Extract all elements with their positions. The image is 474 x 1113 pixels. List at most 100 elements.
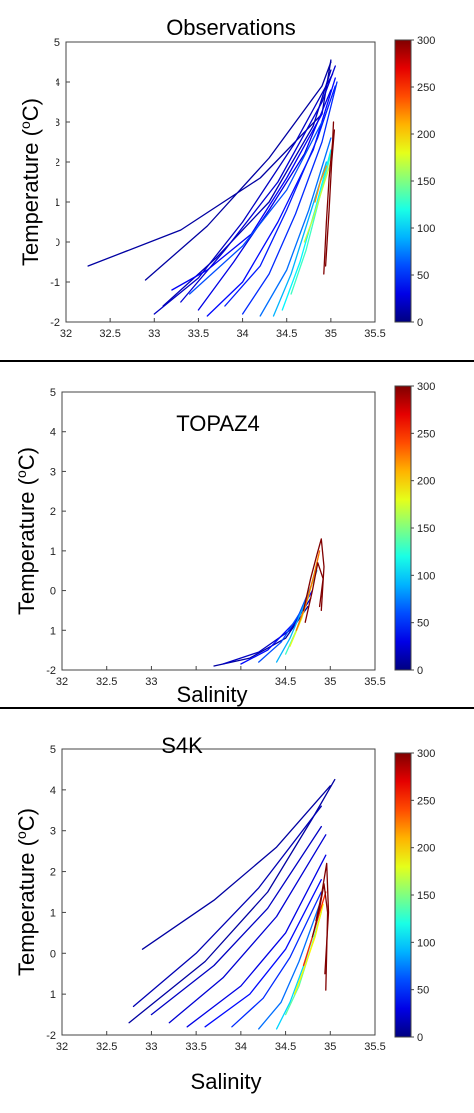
x-tick-label: 35 xyxy=(324,1041,336,1053)
y-tick-label: 2 xyxy=(50,506,56,518)
series-line-8 xyxy=(302,538,325,612)
colorbar-tick-label: 0 xyxy=(417,1032,423,1044)
y-tick-label: 0 xyxy=(50,948,56,960)
y-tick: 4 xyxy=(54,77,70,89)
y-tick-label: 2 xyxy=(50,867,56,879)
colorbar-tick-label: 100 xyxy=(417,937,435,949)
chart-title: S4K xyxy=(161,733,203,758)
y-tick-label: 3 xyxy=(54,117,60,129)
x-tick: 32.5 xyxy=(96,1031,117,1053)
series-line-8 xyxy=(224,85,336,307)
colorbar-tick-label: 200 xyxy=(417,129,435,141)
y-tick: 4 xyxy=(50,785,66,797)
x-tick-label: 32.5 xyxy=(96,676,117,688)
y-axis-label: Temperature (oC) xyxy=(13,808,39,976)
y-tick-label: 3 xyxy=(50,826,56,838)
y-tick-label: 5 xyxy=(50,387,56,399)
y-tick: -2 xyxy=(46,665,66,677)
x-tick-label: 35.5 xyxy=(364,676,385,688)
series-line-14 xyxy=(315,862,330,975)
y-tick-label: -1 xyxy=(46,989,56,1001)
panel-observations: 32 32.5 33 33.5 34 34.5 35 35.5 -2 -1 0 1 2 3 4 5 0 50 100… xyxy=(0,0,474,360)
colorbar xyxy=(394,385,412,671)
chart-s4k: 32 32.5 33 33.5 34 34.5 35 35.5-2-1012345050100… xyxy=(6,733,435,1099)
x-tick: 35.5 xyxy=(364,666,386,688)
x-tick: 33 xyxy=(145,666,158,688)
colorbar-tick-label: 200 xyxy=(417,476,435,488)
x-tick: 34.5 xyxy=(275,1031,296,1053)
xlabel-box xyxy=(158,1059,298,1099)
y-tick-label: -2 xyxy=(50,317,60,329)
y-tick: 4 xyxy=(50,427,66,439)
x-tick: 34.5 xyxy=(275,666,296,688)
series-line-8 xyxy=(258,903,321,1030)
y-tick: 5 xyxy=(50,387,66,399)
x-tick-label: 33 xyxy=(148,328,160,340)
x-tick-label: 35 xyxy=(324,676,336,688)
colorbar xyxy=(394,752,412,1038)
y-tick: -1 xyxy=(46,625,66,637)
series-line-7 xyxy=(231,891,322,1028)
x-tick-label: 34.5 xyxy=(275,676,296,688)
y-tick: 1 xyxy=(50,546,66,558)
x-tick-label: 34 xyxy=(235,1041,247,1053)
y-tick-label: 1 xyxy=(50,907,56,919)
series-line-1 xyxy=(141,785,331,950)
series-line-10 xyxy=(188,121,323,295)
y-tick-label: -2 xyxy=(46,1030,56,1042)
series-line-3 xyxy=(150,825,322,1016)
ylabel-box xyxy=(6,809,50,1019)
x-tick: 32.5 xyxy=(99,318,121,340)
x-tick: 33.5 xyxy=(188,318,209,340)
colorbar-tick-label: 100 xyxy=(417,570,435,582)
y-tick-label: 3 xyxy=(50,466,56,478)
series-line-4 xyxy=(168,834,327,1024)
x-axis-label: Salinity xyxy=(177,682,248,707)
chart-observations: 32 32.5 33 33.5 34 34.5 35 35.5-2-1012345050100… xyxy=(12,15,435,360)
colorbar-tick-label: 50 xyxy=(417,985,429,997)
series-line-1 xyxy=(144,61,332,281)
y-tick-label: 1 xyxy=(50,546,56,558)
colorbar-tick-label: 300 xyxy=(417,748,435,760)
y-tick-label: 1 xyxy=(54,197,60,209)
x-tick-label: 32 xyxy=(60,328,72,340)
x-tick: 35.5 xyxy=(364,1031,386,1053)
y-tick-label: 0 xyxy=(54,237,60,249)
colorbar-tick-label: 50 xyxy=(417,618,429,630)
x-tick: 35.5 xyxy=(364,318,386,340)
x-tick: 34 xyxy=(235,1031,247,1053)
x-tick: 32 xyxy=(60,318,72,340)
x-tick-label: 32 xyxy=(56,676,68,688)
x-tick-label: 35.5 xyxy=(364,328,385,340)
y-tick-label: 5 xyxy=(54,37,60,49)
x-tick-label: 33 xyxy=(145,676,157,688)
chart-topaz4: 3232.53333.53434.53535.5-2-1012345050100… xyxy=(6,381,435,707)
colorbar-tick-label: 0 xyxy=(417,317,423,329)
y-tick: 5 xyxy=(54,37,70,49)
y-tick: 2 xyxy=(50,867,66,879)
series-line-5 xyxy=(186,854,327,1028)
colorbar-tick-label: 300 xyxy=(417,35,435,47)
colorbar-tick-label: 250 xyxy=(417,428,435,440)
y-tick: 0 xyxy=(50,586,66,598)
x-axis-label: Salinity xyxy=(191,1069,262,1094)
x-tick: 34 xyxy=(236,318,249,340)
series-line-5 xyxy=(197,89,332,311)
series-line-15 xyxy=(303,161,332,243)
series-line-0 xyxy=(128,778,336,1024)
x-tick-label: 33.5 xyxy=(185,1041,206,1053)
series-line-9 xyxy=(241,81,338,315)
chart-title: TOPAZ4 xyxy=(176,411,260,436)
x-tick-label: 34.5 xyxy=(276,328,297,340)
x-tick-label: 34.5 xyxy=(275,1041,296,1053)
x-tick: 32 xyxy=(56,666,68,688)
series-line-14 xyxy=(290,153,332,295)
colorbar xyxy=(394,39,412,323)
x-tick: 35 xyxy=(324,1031,336,1053)
colorbar-tick-label: 100 xyxy=(417,223,435,235)
x-tick-label: 32 xyxy=(56,1041,68,1053)
x-tick-label: 33.5 xyxy=(188,328,209,340)
x-tick-label: 34 xyxy=(236,328,248,340)
colorbar-tick-label: 50 xyxy=(417,270,429,282)
